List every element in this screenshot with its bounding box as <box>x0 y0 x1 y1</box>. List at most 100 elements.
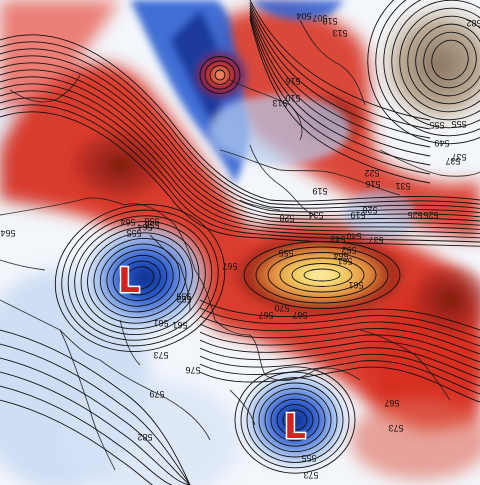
contour-label: 561 <box>348 280 363 290</box>
contour-wave-line-north <box>249 13 431 166</box>
contour-label: 582 <box>466 18 480 28</box>
contour-ring-northeast-high <box>399 7 480 113</box>
contour-label: 537 <box>368 235 383 245</box>
contour-label: 513 <box>332 28 347 38</box>
contour-wave-line-south <box>199 353 480 387</box>
contour-label: 567 <box>292 310 307 320</box>
contour-label: 576 <box>185 365 200 375</box>
contour-ring-west-low <box>67 215 213 341</box>
contour-wave-line-south <box>199 366 480 403</box>
contour-ring-south-low <box>264 393 326 447</box>
contour-ring-northeast-high <box>375 0 480 137</box>
contour-wave-line-north <box>249 18 431 184</box>
contour-label: 516 <box>365 179 380 189</box>
contour-ring-northeast-high <box>391 0 480 121</box>
contour-ring-south-low <box>282 409 308 431</box>
contour-label: 555 <box>278 248 293 258</box>
contour-label: 573 <box>153 350 168 360</box>
contour-label: 504 <box>296 11 311 21</box>
contour-wave-line <box>0 34 480 202</box>
contour-wave-line <box>0 104 480 243</box>
contour-label: 531 <box>395 181 410 191</box>
contour-label: 507 <box>312 13 327 23</box>
contour-ring-northeast-high <box>407 15 480 105</box>
contour-ring-south-low <box>234 366 356 474</box>
contour-label: 528 <box>279 213 294 223</box>
contour-label: 528 <box>362 205 377 215</box>
contour-wave-line-north <box>249 2 431 130</box>
contour-label: 510 <box>285 93 300 103</box>
contour-ring-northeast-high <box>367 0 480 145</box>
contour-wave-line <box>0 90 480 235</box>
contour-wave-line-southwest <box>0 357 191 485</box>
contour-ring-south-low <box>258 387 332 453</box>
contour-label: 564 <box>120 217 135 227</box>
contour-wave-line-southwest <box>0 385 190 485</box>
contour-ring-eddy <box>209 65 231 85</box>
contour-label: 525 <box>407 210 422 220</box>
contour-ring-northeast-high <box>423 31 477 89</box>
contour-label: 567 <box>222 261 237 271</box>
contour-wave-line <box>0 41 480 206</box>
contour-wave-line-south <box>199 315 480 347</box>
contour-ring-eddy <box>204 60 236 90</box>
contour-ring-eddy <box>214 69 226 81</box>
contour-wave-line-southwest <box>0 399 190 485</box>
contour-label: 573 <box>388 423 403 433</box>
contour-ring-northeast-high <box>383 0 480 129</box>
contour-wave-line-north <box>249 10 431 157</box>
contour-wave-line-north <box>249 7 431 148</box>
contour-wave-line-south <box>199 331 480 363</box>
low-core-south <box>235 365 355 475</box>
contour-wave-line <box>0 76 480 226</box>
contour-wave-line <box>0 55 480 214</box>
contour-ring-eddy <box>199 56 241 94</box>
contour-label: 522 <box>364 168 379 178</box>
contour-wave-line-north <box>249 5 431 139</box>
contour-label: 567 <box>258 310 273 320</box>
contour-label: 570 <box>274 303 289 313</box>
contour-wave-line <box>0 48 480 209</box>
contour-ring-south-low <box>240 371 350 469</box>
contour-ring-west-low <box>74 221 206 335</box>
contour-label: 555 <box>176 292 191 302</box>
contour-ring-west-low <box>61 209 219 347</box>
contour-wave-line-south <box>199 360 480 395</box>
contour-wave-line-southwest <box>0 371 191 485</box>
contour-wave-line-southwest <box>0 329 191 485</box>
contour-ring-west-low <box>99 243 181 313</box>
contour-wave-line-south <box>199 347 480 379</box>
contour-ring-south-low <box>270 398 320 442</box>
contour-ring-west-low <box>87 232 193 324</box>
contour-label: 537 <box>451 152 466 162</box>
contour-wave-line-south <box>199 307 480 339</box>
contour-wave-line <box>0 83 480 230</box>
contour-ring-south-low <box>276 404 314 436</box>
contour-label: 558 <box>144 220 159 230</box>
contour-ring-warm-high <box>303 268 341 282</box>
contour-ring-northeast-high <box>415 23 480 97</box>
contour-label: 543 <box>330 234 345 244</box>
contour-label: 552 <box>176 294 191 304</box>
contour-label: 540 <box>346 231 361 241</box>
contour-label: 519 <box>350 210 365 220</box>
contour-ring-west-low <box>125 266 155 290</box>
contour-ring-west-low <box>54 204 226 352</box>
contour-label: 555 <box>429 120 444 130</box>
contour-wave-line <box>0 62 480 218</box>
contour-wave-line-south <box>199 339 480 371</box>
contour-wave-line-southwest <box>0 343 191 485</box>
contour-label: 567 <box>384 398 399 408</box>
contour-label: 564 <box>333 251 348 261</box>
contour-label: 516 <box>285 76 300 86</box>
contour-wave-line-south <box>199 323 480 355</box>
contour-label: 561 <box>153 318 168 328</box>
contour-ring-west-low <box>80 226 200 330</box>
contour-label: 558 <box>144 216 159 226</box>
contour-label: 582 <box>137 432 152 442</box>
contour-ring-south-low <box>252 382 338 458</box>
contour-ring-west-low <box>112 254 168 302</box>
